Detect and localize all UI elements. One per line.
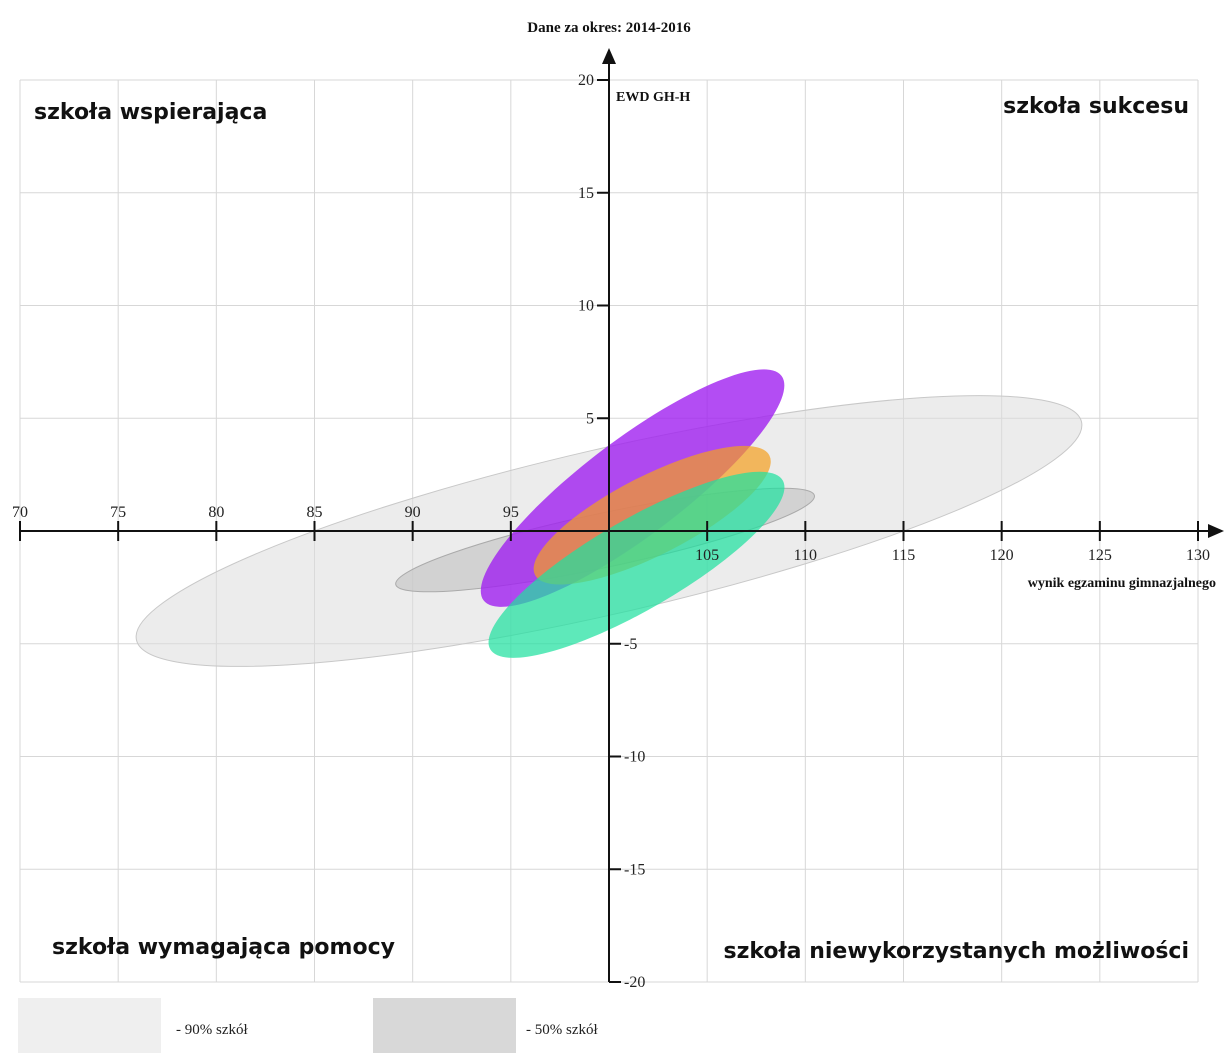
quadrant-label-bottom-left: szkoła wymagająca pomocy xyxy=(52,935,395,960)
x-tick-label: 80 xyxy=(208,504,224,521)
legend-swatch-90 xyxy=(18,998,161,1053)
x-tick-label: 75 xyxy=(110,504,126,521)
x-tick-label: 105 xyxy=(695,547,719,564)
y-axis-label: EWD GH-H xyxy=(616,90,690,105)
y-tick-label: -10 xyxy=(624,749,645,766)
quadrant-label-top-left: szkoła wspierająca xyxy=(34,100,267,125)
x-tick-label: 120 xyxy=(990,547,1014,564)
chart-title: Dane za okres: 2014-2016 xyxy=(527,20,691,36)
x-axis-label: wynik egzaminu gimnazjalnego xyxy=(1028,576,1216,591)
x-tick-label: 125 xyxy=(1088,547,1112,564)
ellipse-layer xyxy=(135,369,1083,667)
y-axis-arrow xyxy=(602,48,616,64)
y-tick-label: -15 xyxy=(624,861,645,878)
ellipse-4 xyxy=(488,471,785,658)
legend-label-90: - 90% szkół xyxy=(176,1022,248,1038)
quadrant-label-bottom-right: szkoła niewykorzystanych możliwości xyxy=(723,939,1189,964)
x-tick-label: 115 xyxy=(892,547,915,564)
y-tick-label: -20 xyxy=(624,974,645,991)
x-tick-label: 70 xyxy=(12,504,28,521)
x-tick-label: 85 xyxy=(307,504,323,521)
x-tick-label: 90 xyxy=(405,504,421,521)
quadrant-label-top-right: szkoła sukcesu xyxy=(1003,94,1189,119)
x-axis-arrow xyxy=(1208,524,1224,538)
y-tick-label: -5 xyxy=(624,636,637,653)
y-tick-label: 20 xyxy=(578,72,594,89)
x-tick-label: 110 xyxy=(794,547,817,564)
x-tick-label: 95 xyxy=(503,504,519,521)
y-tick-label: 5 xyxy=(586,410,594,427)
legend-label-50: - 50% szkół xyxy=(526,1022,598,1038)
legend: - 90% szkół - 50% szkół xyxy=(18,998,598,1053)
y-tick-label: 15 xyxy=(578,185,594,202)
y-tick-label: 10 xyxy=(578,298,594,315)
legend-swatch-50 xyxy=(373,998,516,1053)
x-tick-label: 130 xyxy=(1186,547,1210,564)
